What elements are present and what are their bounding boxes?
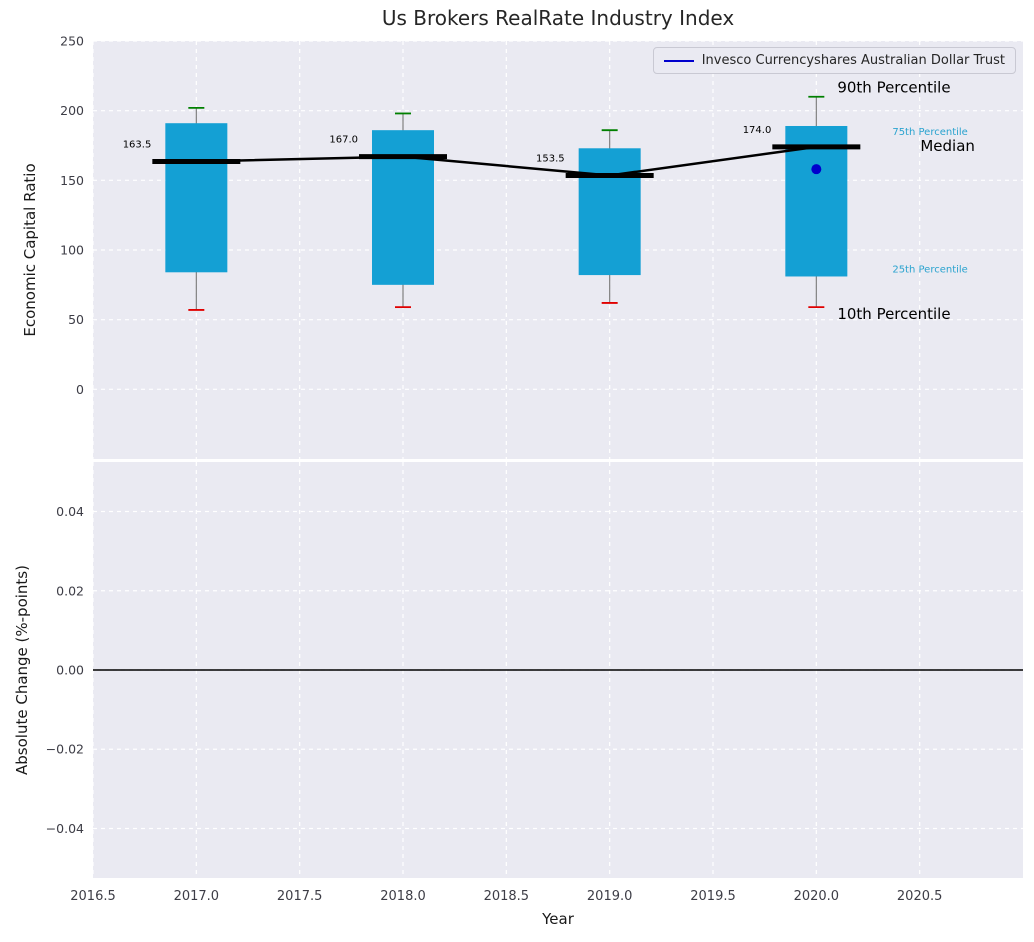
top-y-tick-label: 150 [60,173,84,188]
top-y-tick-label: 50 [68,312,84,327]
percentile-bar [578,148,641,276]
x-tick-label: 2020.0 [794,889,840,904]
annotation-75th-percentile: 75th Percentile [892,127,968,138]
bottom-y-tick-label: 0.00 [56,663,84,678]
median-value-label: 167.0 [329,135,358,146]
annotation-10th-percentile: 10th Percentile [837,305,950,323]
percentile-bar [165,123,228,273]
bottom-y-tick-label: −0.02 [46,742,84,757]
median-value-label: 153.5 [536,153,565,164]
bottom-y-axis-label: Absolute Change (%-points) [13,565,31,775]
top-y-tick-label: 0 [76,382,84,397]
annotation-90th-percentile: 90th Percentile [837,79,950,97]
top-y-tick-label: 100 [60,243,84,258]
top-y-tick-label: 200 [60,103,84,118]
x-tick-label: 2020.5 [897,889,943,904]
median-value-label: 174.0 [743,125,772,136]
top-y-tick-label: 250 [60,34,84,49]
top-y-axis-label: Economic Capital Ratio [21,163,39,337]
bottom-y-tick-label: −0.04 [46,821,84,836]
x-tick-label: 2016.5 [70,889,116,904]
company-point [811,164,822,175]
x-tick-label: 2019.5 [690,889,736,904]
percentile-bar [785,125,848,277]
bottom-y-tick-label: 0.02 [56,583,84,598]
legend-line-sample [663,59,694,62]
annotation-25th-percentile: 25th Percentile [892,264,968,275]
bottom-y-tick-label: 0.04 [56,504,84,519]
x-tick-label: 2018.0 [380,889,426,904]
annotation-median: Median [920,137,975,155]
x-tick-label: 2018.5 [484,889,530,904]
legend: Invesco Currencyshares Australian Dollar… [652,47,1016,74]
median-trend-line [196,145,817,177]
percentile-bar [372,130,434,285]
x-axis-label: Year [542,910,574,928]
chart-title: Us Brokers RealRate Industry Index [381,6,735,30]
median-value-label: 163.5 [123,140,152,151]
x-tick-label: 2017.0 [174,889,220,904]
x-tick-label: 2017.5 [277,889,323,904]
x-tick-label: 2019.0 [587,889,633,904]
legend-label: Invesco Currencyshares Australian Dollar… [701,53,1005,68]
